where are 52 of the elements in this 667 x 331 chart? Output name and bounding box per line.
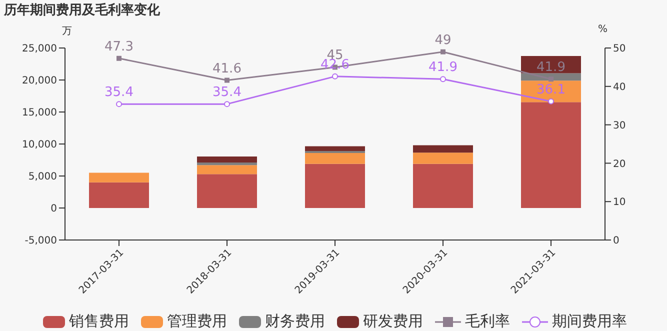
y-tick-label: 5,000 <box>28 172 57 183</box>
point <box>224 101 230 108</box>
bar <box>197 165 257 174</box>
bar <box>89 172 149 182</box>
bar <box>197 156 257 163</box>
legend-label: 研发费用 <box>363 312 423 331</box>
y-tick-label: 0 <box>50 204 57 215</box>
bar <box>197 174 257 208</box>
y2-tick-label: 30 <box>613 120 626 132</box>
data-label: 41.6 <box>212 61 242 76</box>
y2-tick-label: 10 <box>613 197 626 208</box>
point <box>548 98 554 104</box>
data-label: 35.4 <box>104 85 134 100</box>
data-label: 36.1 <box>536 82 566 98</box>
bar <box>413 152 473 164</box>
y-tick-label: 25,000 <box>22 44 57 55</box>
point <box>440 76 446 82</box>
data-label: 47.3 <box>104 39 134 54</box>
data-label: 41.9 <box>428 60 458 76</box>
legend-label: 毛利率 <box>465 312 510 331</box>
bar <box>89 182 149 208</box>
y2-tick-label: 50 <box>613 44 626 55</box>
y-tick-label: -5,000 <box>24 236 57 247</box>
bar <box>413 145 473 153</box>
y2-tick-label: 20 <box>613 158 626 170</box>
data-label: 49 <box>434 32 452 48</box>
y2-tick-label: 40 <box>613 82 626 93</box>
point <box>116 56 122 61</box>
legend-label: 销售费用 <box>69 312 129 331</box>
data-label: 41.9 <box>536 60 566 76</box>
bar <box>305 164 365 208</box>
y-axis-title: 万 <box>62 25 72 38</box>
point <box>548 76 554 82</box>
data-label: 35.4 <box>212 85 242 100</box>
y2-axis-title: % <box>598 24 608 35</box>
point <box>224 78 230 83</box>
bar <box>305 152 365 164</box>
point <box>116 101 122 108</box>
y-tick-label: 15,000 <box>22 108 57 119</box>
bar <box>521 102 581 208</box>
bar <box>197 162 257 166</box>
point <box>440 49 446 54</box>
y-tick-label: 20,000 <box>22 76 57 87</box>
legend-label: 管理费用 <box>167 312 227 331</box>
chart-title: 历年期间费用及毛利率变化 <box>4 2 160 19</box>
legend-label: 财务费用 <box>265 312 325 331</box>
point <box>332 73 338 80</box>
bar <box>305 146 365 152</box>
legend-label: 期间费用率 <box>552 312 627 331</box>
y-tick-label: 10,000 <box>22 140 57 151</box>
bar <box>413 164 473 208</box>
y2-tick-label: 0 <box>613 236 620 247</box>
